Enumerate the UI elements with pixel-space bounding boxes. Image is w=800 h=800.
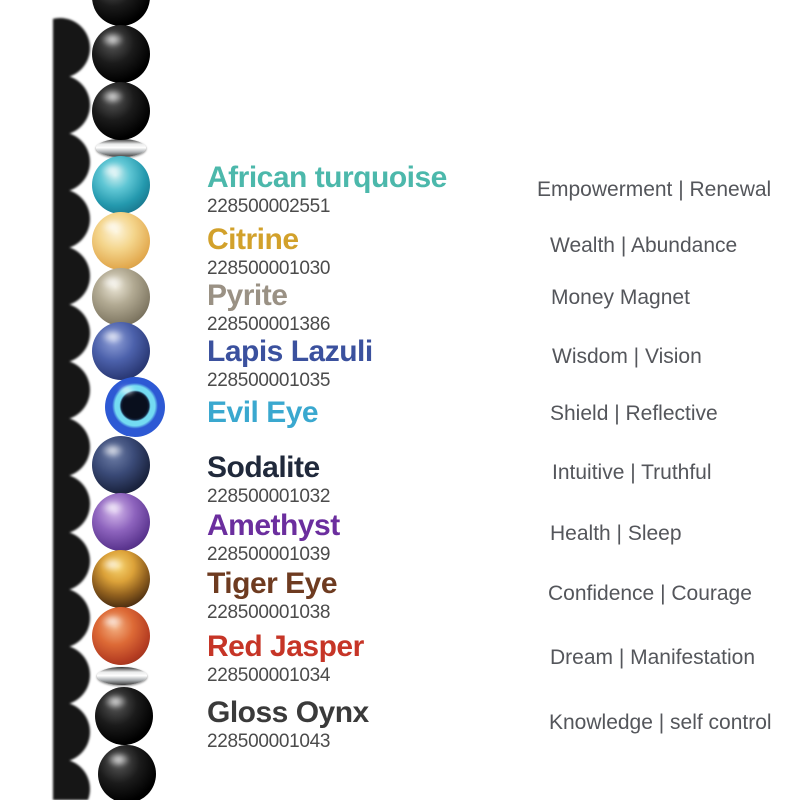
shadow-scallop	[53, 474, 90, 534]
shadow-scallop	[53, 531, 90, 591]
stone-meaning: Intuitive | Truthful	[552, 461, 712, 484]
black-onyx-bead	[95, 687, 153, 745]
shadow-scallop	[53, 360, 90, 420]
silver-spacer-disc	[96, 139, 146, 157]
stone-name: Citrine	[207, 223, 299, 256]
stone-meaning: Wealth | Abundance	[550, 234, 738, 257]
shadow-scallop	[53, 246, 90, 306]
shadow-scallop	[53, 132, 90, 192]
shadow-scallop	[53, 759, 90, 800]
stone-name: Evil Eye	[207, 396, 319, 429]
stone-meaning: Dream | Manifestation	[550, 646, 756, 669]
shadow-scallop	[53, 303, 90, 363]
stone-row-pyrite: Pyrite 228500001386	[207, 278, 331, 335]
stone-sku: 228500001043	[207, 731, 331, 752]
bead-strand-shadow	[53, 0, 95, 800]
stone-name: Gloss Oynx	[207, 696, 369, 729]
stone-sku: 228500001030	[207, 258, 331, 279]
stone-meaning: Wisdom | Vision	[552, 345, 702, 368]
shadow-scallop	[53, 702, 90, 762]
shadow-scallop	[53, 75, 90, 135]
stone-row-amethyst: Amethyst 228500001039	[207, 508, 340, 565]
black-onyx-bead	[92, 0, 150, 26]
pyrite-bead	[92, 268, 150, 326]
stone-name: Tiger Eye	[207, 567, 338, 600]
stone-meaning: Confidence | Courage	[548, 582, 752, 605]
stone-name: Red Jasper	[207, 630, 364, 663]
stone-meaning: Knowledge | self control	[549, 711, 772, 734]
stone-sku: 228500002551	[207, 196, 331, 217]
red-jasper-bead	[92, 607, 150, 665]
stone-sku: 228500001035	[207, 370, 331, 391]
shadow-scallop	[53, 189, 90, 249]
amethyst-bead	[92, 493, 150, 551]
black-onyx-bead	[92, 25, 150, 83]
stone-meaning: Empowerment | Renewal	[537, 178, 772, 201]
stone-name: Lapis Lazuli	[207, 335, 373, 368]
black-onyx-bead	[98, 745, 156, 800]
sodalite-bead	[92, 436, 150, 494]
stone-sku: 228500001034	[207, 665, 331, 686]
stone-row-lapis-lazuli: Lapis Lazuli 228500001035	[207, 334, 373, 391]
stone-name: Pyrite	[207, 279, 288, 312]
tiger-eye-bead	[92, 550, 150, 608]
stone-name: Amethyst	[207, 509, 340, 542]
african-turquoise-bead	[92, 156, 150, 214]
stone-row-evil-eye: Evil Eye	[207, 395, 319, 432]
stone-name: Sodalite	[207, 451, 320, 484]
shadow-scallop	[53, 417, 90, 477]
shadow-scallop	[53, 645, 90, 705]
stone-sku: 228500001038	[207, 602, 331, 623]
stone-row-citrine: Citrine 228500001030	[207, 222, 331, 279]
stone-meaning: Health | Sleep	[550, 522, 682, 545]
stone-sku: 228500001039	[207, 544, 331, 565]
stone-row-tiger-eye: Tiger Eye 228500001038	[207, 566, 338, 623]
silver-spacer-disc	[97, 667, 147, 685]
citrine-bead	[92, 212, 150, 270]
stone-row-african-turquoise: African turquoise 228500002551	[207, 160, 447, 217]
stone-row-red-jasper: Red Jasper 228500001034	[207, 629, 364, 686]
stone-sku: 228500001386	[207, 314, 331, 335]
shadow-scallop	[53, 588, 90, 648]
stone-row-sodalite: Sodalite 228500001032	[207, 450, 331, 507]
lapis-lazuli-bead	[92, 322, 150, 380]
black-onyx-bead	[92, 82, 150, 140]
stone-meaning: Money Magnet	[551, 286, 690, 309]
stone-row-gloss-oynx: Gloss Oynx 228500001043	[207, 695, 369, 752]
shadow-scallop	[53, 18, 90, 78]
stone-name: African turquoise	[207, 161, 447, 194]
evil-eye-bead	[105, 377, 165, 437]
stone-meaning: Shield | Reflective	[550, 402, 718, 425]
stone-sku: 228500001032	[207, 486, 331, 507]
